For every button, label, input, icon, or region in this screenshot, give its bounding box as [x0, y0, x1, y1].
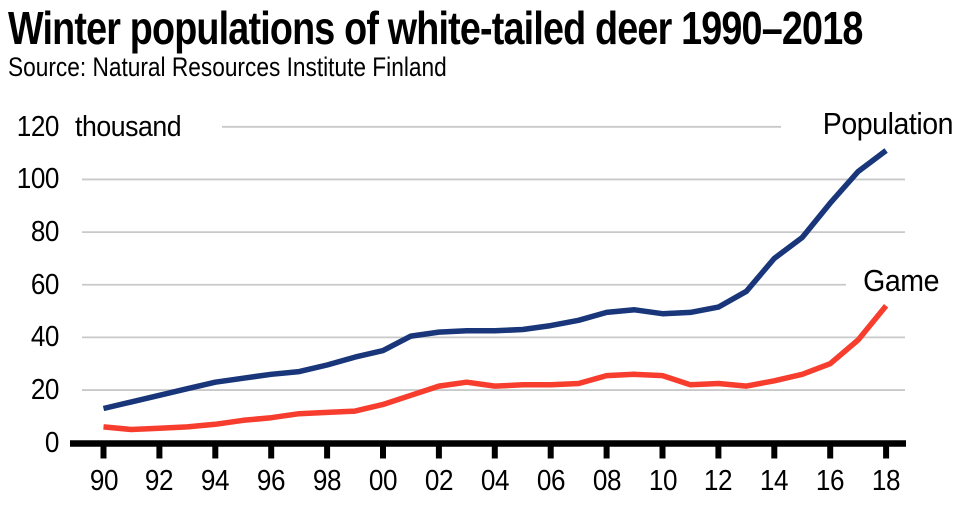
chart-title: Winter populations of white-tailed deer … — [8, 2, 863, 54]
game-line — [103, 304, 889, 433]
x-axis-tick-label: 00 — [368, 465, 398, 497]
x-axis-tick-label: 08 — [592, 465, 622, 497]
chart-source: Source: Natural Resources Institute Finl… — [8, 52, 447, 82]
y-axis-tick-label: 60 — [30, 269, 60, 301]
x-axis-tick-label: 04 — [480, 465, 510, 497]
x-axis-tick-label: 02 — [424, 465, 454, 497]
x-axis-tick-label: 18 — [871, 465, 901, 497]
x-axis-tick-label: 92 — [144, 465, 174, 497]
x-axis-tick-label: 94 — [200, 465, 230, 497]
x-axis-tick-label: 14 — [759, 465, 789, 497]
y-axis-unit-label: thousand — [75, 111, 182, 143]
x-axis-tick-label: 90 — [89, 465, 119, 497]
population-line — [102, 148, 888, 412]
x-axis-tick-label: 96 — [256, 465, 286, 497]
game-series-label: Game — [863, 263, 939, 298]
y-axis-tick-label: 120 — [16, 111, 60, 143]
x-axis-tick-label: 16 — [815, 465, 845, 497]
x-axis-tick-label: 12 — [703, 465, 733, 497]
y-axis-tick-label: 80 — [30, 216, 60, 248]
y-axis-tick-label: 40 — [30, 321, 60, 353]
population-series-label: Population — [822, 106, 954, 141]
y-axis-tick-label: 20 — [30, 374, 60, 406]
x-axis-tick-label: 98 — [312, 465, 342, 497]
y-axis-tick-label: 100 — [16, 163, 60, 195]
y-axis-tick-label: 0 — [44, 427, 60, 459]
x-axis-tick-label: 10 — [648, 465, 678, 497]
x-axis-tick-label: 06 — [536, 465, 566, 497]
